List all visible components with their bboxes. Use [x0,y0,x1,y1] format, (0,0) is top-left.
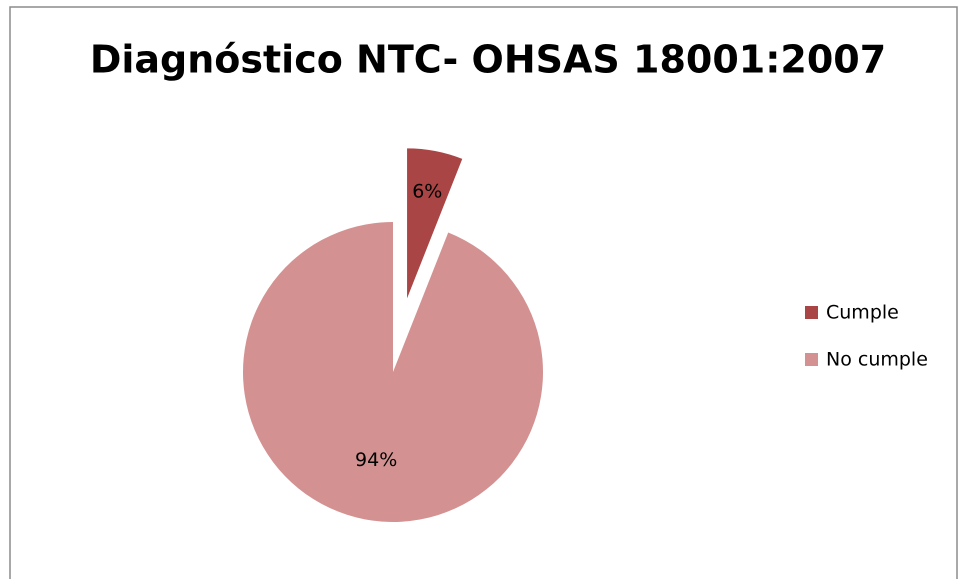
pie-slice [407,148,463,299]
chart-title: Diagnóstico NTC- OHSAS 18001:2007 [90,38,886,82]
legend-swatch [805,353,818,366]
data-label: 94% [355,449,397,471]
legend-label: No cumple [826,349,928,371]
data-label: 6% [412,181,442,203]
legend-swatch [805,306,818,319]
legend-label: Cumple [826,302,899,324]
pie-slice [243,222,543,523]
